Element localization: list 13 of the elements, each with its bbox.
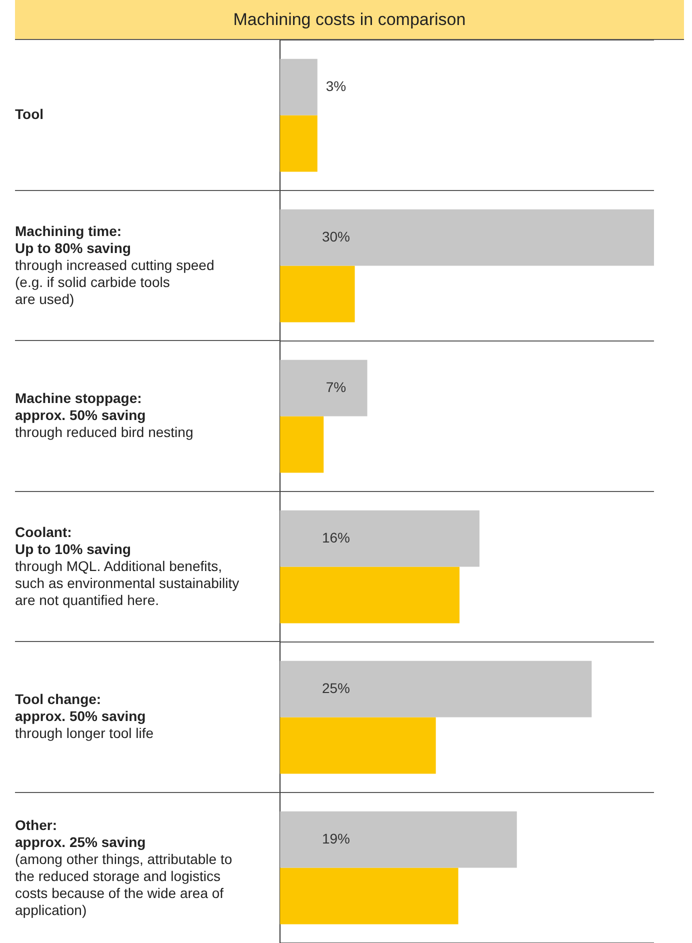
chart-title: Machining costs in comparison bbox=[15, 0, 684, 40]
data-label: 16% bbox=[322, 529, 350, 546]
y-tick-label: Tool bbox=[15, 106, 44, 124]
data-label: 25% bbox=[322, 680, 350, 696]
y-tick-label: Other: approx. 25% saving (among other things, attributable to the reduced storage and logistics costs because of the wide area of application) bbox=[15, 816, 232, 919]
y-tick-label: Coolant: Up to 10% saving through MQL. Additional benefits, such as environmental sustainability are not quantified here. bbox=[15, 524, 240, 609]
y-tick-label: Machining time: Up to 80% saving through increased cutting speed (e.g. if solid carbide tools are used) bbox=[15, 222, 214, 308]
y-tick-label: Tool change: approx. 50% saving through longer tool life bbox=[15, 691, 154, 742]
data-label: 3% bbox=[326, 78, 346, 94]
y-tick-label: Machine stoppage: approx. 50% saving through reduced bird nesting bbox=[15, 390, 194, 442]
data-label: 7% bbox=[326, 378, 346, 395]
data-label: 19% bbox=[322, 830, 350, 846]
data-label: 30% bbox=[322, 228, 350, 244]
